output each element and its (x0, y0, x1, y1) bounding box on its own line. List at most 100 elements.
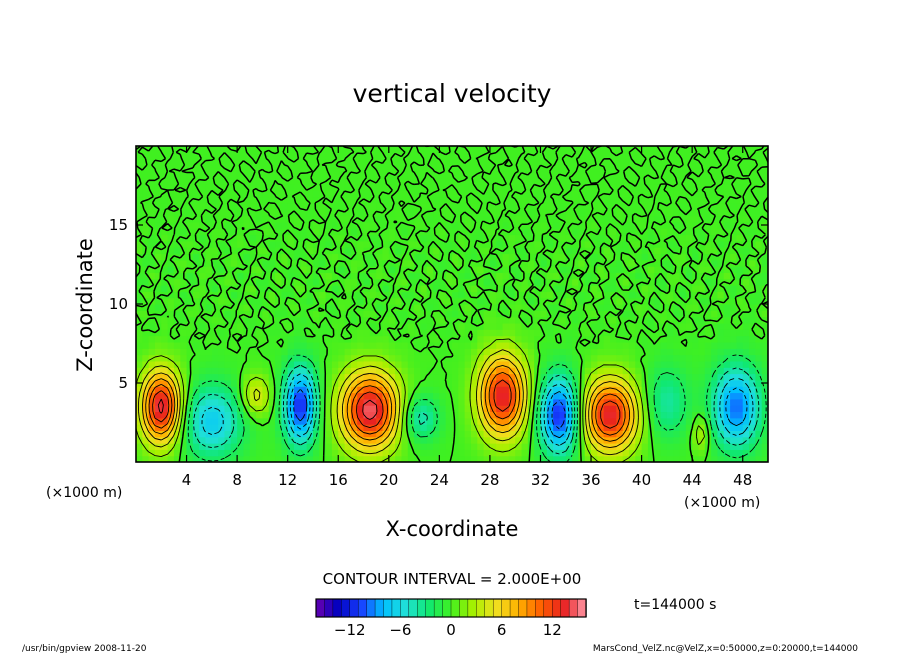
field-cell (470, 430, 478, 438)
field-cell (249, 158, 257, 166)
field-cell (502, 234, 510, 242)
field-cell (597, 152, 605, 160)
field-cell (616, 228, 624, 236)
field-cell (268, 354, 276, 362)
field-cell (647, 152, 655, 160)
field-cell (312, 158, 320, 166)
field-cell (730, 455, 737, 462)
field-cell (603, 367, 611, 375)
field-cell (395, 234, 403, 242)
field-cell (268, 335, 276, 343)
field-cell (572, 228, 579, 236)
field-cell (603, 164, 611, 172)
field-cell (287, 329, 295, 337)
field-cell (319, 354, 327, 362)
field-cell (376, 240, 384, 248)
field-cell (420, 202, 428, 210)
field-cell (502, 253, 510, 261)
field-cell (186, 398, 194, 406)
field-cell (515, 455, 523, 462)
field-cell (546, 253, 554, 261)
field-cell (199, 411, 207, 419)
field-cell (306, 228, 314, 236)
field-cell (508, 341, 516, 349)
field-cell (685, 354, 693, 362)
field-cell (565, 171, 573, 179)
field-cell (603, 146, 611, 153)
field-cell (249, 215, 257, 223)
field-cell (546, 158, 554, 166)
field-cell (641, 196, 649, 204)
field-cell (433, 164, 440, 172)
field-cell (331, 322, 339, 330)
field-cell (350, 379, 358, 387)
field-cell (489, 329, 497, 337)
field-cell (395, 247, 403, 255)
field-cell (350, 430, 358, 438)
field-cell (401, 177, 409, 185)
field-cell (704, 215, 712, 223)
field-cell (357, 335, 365, 343)
field-cell (603, 354, 611, 362)
field-cell (483, 240, 491, 248)
field-cell (401, 221, 409, 229)
field-cell (369, 392, 377, 400)
field-cell (761, 373, 768, 381)
field-cell (755, 354, 763, 362)
field-cell (243, 215, 251, 223)
field-cell (167, 215, 175, 223)
field-cell (357, 411, 365, 419)
field-cell (268, 215, 276, 223)
field-cell (546, 266, 554, 273)
field-cell (641, 455, 649, 462)
field-cell (635, 443, 643, 450)
field-cell (420, 221, 428, 229)
field-cell (294, 310, 301, 318)
field-cell (420, 341, 428, 349)
field-cell (445, 329, 453, 337)
field-cell (312, 417, 320, 425)
field-cell (136, 360, 143, 368)
field-cell (755, 424, 763, 431)
field-cell (268, 247, 276, 255)
field-cell (306, 297, 314, 305)
field-cell (464, 202, 472, 210)
field-cell (685, 436, 693, 444)
field-cell (464, 354, 472, 362)
field-cell (572, 329, 579, 337)
field-cell (553, 215, 561, 223)
field-cell (502, 171, 510, 179)
field-cell (559, 240, 567, 248)
field-cell (445, 285, 453, 292)
field-cell (553, 411, 561, 419)
field-cell (749, 297, 756, 305)
field-cell (584, 304, 592, 311)
field-cell (521, 253, 529, 261)
field-cell (161, 278, 169, 286)
field-cell (711, 297, 719, 305)
field-cell (173, 424, 181, 431)
field-cell (249, 417, 257, 425)
field-cell (470, 285, 478, 292)
field-cell (161, 379, 169, 387)
field-cell (496, 202, 504, 210)
field-cell (439, 209, 447, 217)
field-cell (224, 266, 232, 273)
field-cell (704, 158, 712, 166)
field-cell (154, 297, 162, 305)
field-cell (591, 253, 598, 261)
field-cell (211, 247, 219, 255)
field-cell (281, 266, 289, 273)
field-cell (527, 348, 535, 356)
field-cell (711, 348, 719, 356)
field-cell (666, 209, 674, 217)
field-cell (584, 272, 592, 280)
field-cell (679, 190, 687, 198)
field-cell (761, 348, 768, 356)
field-cell (256, 335, 263, 343)
field-cell (420, 386, 428, 394)
field-cell (350, 354, 358, 362)
field-cell (395, 259, 403, 267)
field-cell (154, 436, 162, 444)
field-cell (268, 272, 276, 280)
